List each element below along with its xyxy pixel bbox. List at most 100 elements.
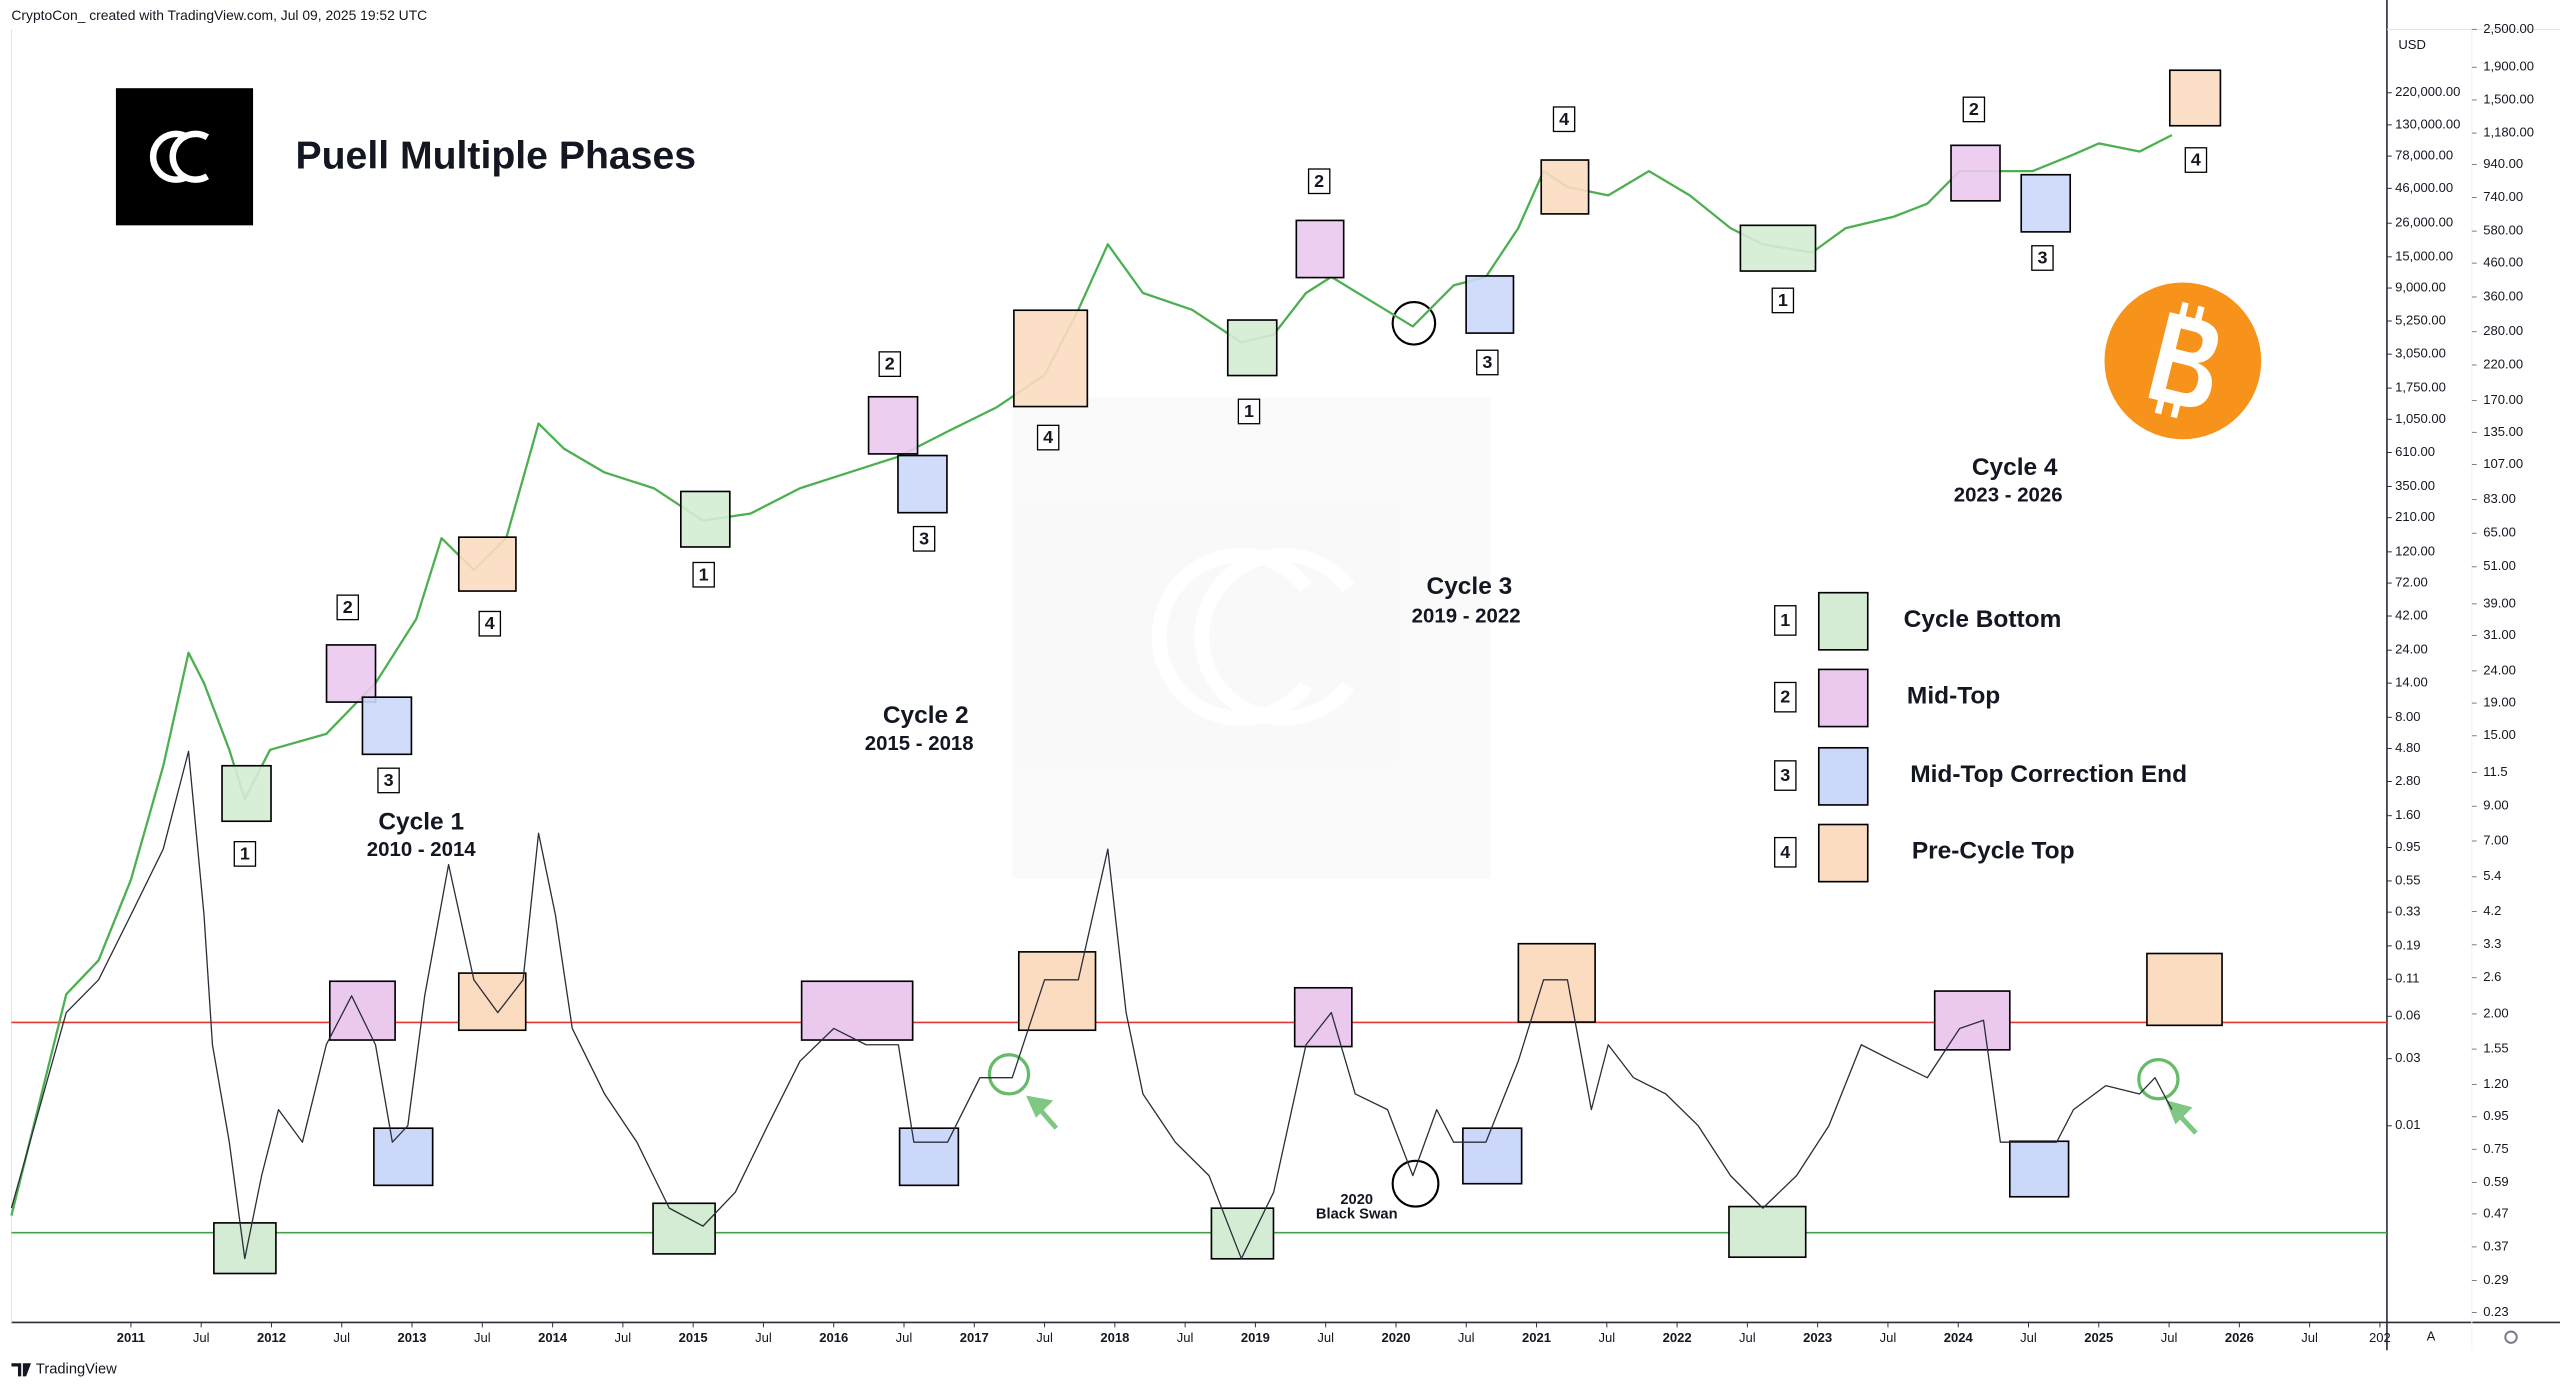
y2-tick-label: 2.6 [2483,969,2501,984]
legend-label: Mid-Top [1907,683,2000,710]
phase-label: 2 [1969,99,1979,119]
y2-tick-label: 135.00 [2483,424,2523,439]
x-tick-label: Jul [615,1330,632,1345]
phase-box [457,536,517,592]
phase-box [361,696,413,756]
phase-box [652,1202,716,1255]
phase-label: 3 [1482,352,1492,372]
y2-tick-label: 0.95 [2483,1108,2508,1123]
signal-arrow [2165,1100,2198,1135]
chart-title: Puell Multiple Phases [296,135,697,178]
x-tick-label: 2019 [1241,1330,1270,1345]
y2-tick-label: 83.00 [2483,491,2516,506]
y2-tick-label: 280.00 [2483,323,2523,338]
phase-box [1295,219,1345,279]
y-tick-label: 5,250.00 [2395,312,2446,327]
phase-box [867,395,919,455]
y2-tick-label: 1,900.00 [2483,59,2534,74]
phase-label-box [1036,424,1060,451]
cycle-years: 2023 - 2026 [1954,485,2063,507]
watermark-panel [1012,396,1491,879]
phase-box [1226,319,1278,377]
legend-number-box [1774,760,1797,791]
phase-label-box [692,561,715,588]
y-tick-label: 350.00 [2395,478,2435,493]
legend-swatch [1817,823,1869,883]
legend-number: 1 [1780,610,1790,630]
phase-label-box [233,841,257,867]
y2-tick-label: 4.2 [2483,903,2501,918]
y2-tick-label: 1,180.00 [2483,125,2534,140]
y-tick-label: 0.01 [2395,1117,2420,1132]
phase-label: 2 [1314,171,1324,191]
bitcoin-icon [2104,282,2262,440]
y-tick-label: 0.95 [2395,839,2420,854]
phase-label: 3 [384,770,394,790]
bitcoin-tick [2178,301,2189,320]
x-tick-label: 2015 [679,1330,708,1345]
y2-tick-label: 1.20 [2483,1076,2508,1091]
y-tick-label: 0.06 [2395,1008,2420,1023]
legend-number-box [1774,681,1797,713]
oscillator-line [10,750,2173,1260]
phase-box [1517,942,1596,1023]
watermark-arc [1194,547,1355,726]
phase-label: 4 [2191,150,2201,170]
phase-box [457,972,527,1032]
y-tick-label: 0.03 [2395,1050,2420,1065]
phase-box [1210,1207,1275,1260]
bitcoin-tick [2194,305,2205,324]
cycle-years: 2010 - 2014 [367,839,477,861]
logo-arc [149,130,190,183]
x-tick-label: 2020 [1381,1330,1410,1345]
y2-tick-label: 360.00 [2483,288,2523,303]
watermark [1012,396,1491,879]
y2-tick-label: 31.00 [2483,627,2516,642]
y2-tick-label: 220.00 [2483,356,2523,371]
x-tick-label: Jul [1317,1330,1334,1345]
signal-arrow [1026,1095,1059,1130]
x-tick-label: 2021 [1522,1330,1551,1345]
legend-number: 3 [1780,765,1790,785]
x-tick-label: Jul [1458,1330,1475,1345]
y2-tick-label: 0.29 [2483,1272,2508,1287]
y2-tick-label: 1.55 [2483,1041,2508,1056]
y2-tick-label: 15.00 [2483,727,2516,742]
phase-box [800,980,914,1041]
phase-box [2168,69,2222,127]
phase-box [1933,990,2011,1051]
bitcoin-b [2148,312,2219,407]
footer-text: TradingView [36,1362,117,1378]
y-tick-label: 46,000.00 [2395,180,2453,195]
y2-tick-label: 170.00 [2483,392,2523,407]
phase-box [1728,1205,1807,1258]
y-tick-label: 15,000.00 [2395,248,2453,263]
phase-label: 1 [699,564,709,584]
phase-box [328,980,396,1041]
legend-label: Pre-Cycle Top [1912,838,2075,865]
y-tick-label: 4.80 [2395,740,2420,755]
phase-label: 1 [1244,401,1254,421]
legend-swatch [1817,746,1869,806]
phase-label-box [1476,349,1499,376]
scale-mode[interactable]: A [2427,1329,2436,1344]
y2-tick-label: 11.5 [2483,764,2507,779]
settings-icon[interactable] [2504,1330,2518,1344]
y-tick-label: 3,050.00 [2395,346,2446,361]
logo [115,88,254,226]
cycle-name: Cycle 3 [1427,573,1513,600]
legend-number-box [1774,605,1797,636]
x-tick-label: Jul [333,1330,350,1345]
x-tick-label: Jul [2161,1330,2178,1345]
y2-tick-label: 3.3 [2483,936,2501,951]
legend-number: 2 [1780,687,1790,707]
phase-label-box [1552,106,1576,133]
phase-label-box [912,525,936,552]
y-tick-label: 1,050.00 [2395,411,2446,426]
phase-box [897,454,948,514]
y2-tick-label: 24.00 [2483,662,2516,677]
cycle-years: 2019 - 2022 [1412,606,1521,628]
y-tick-label: 24.00 [2395,642,2428,657]
